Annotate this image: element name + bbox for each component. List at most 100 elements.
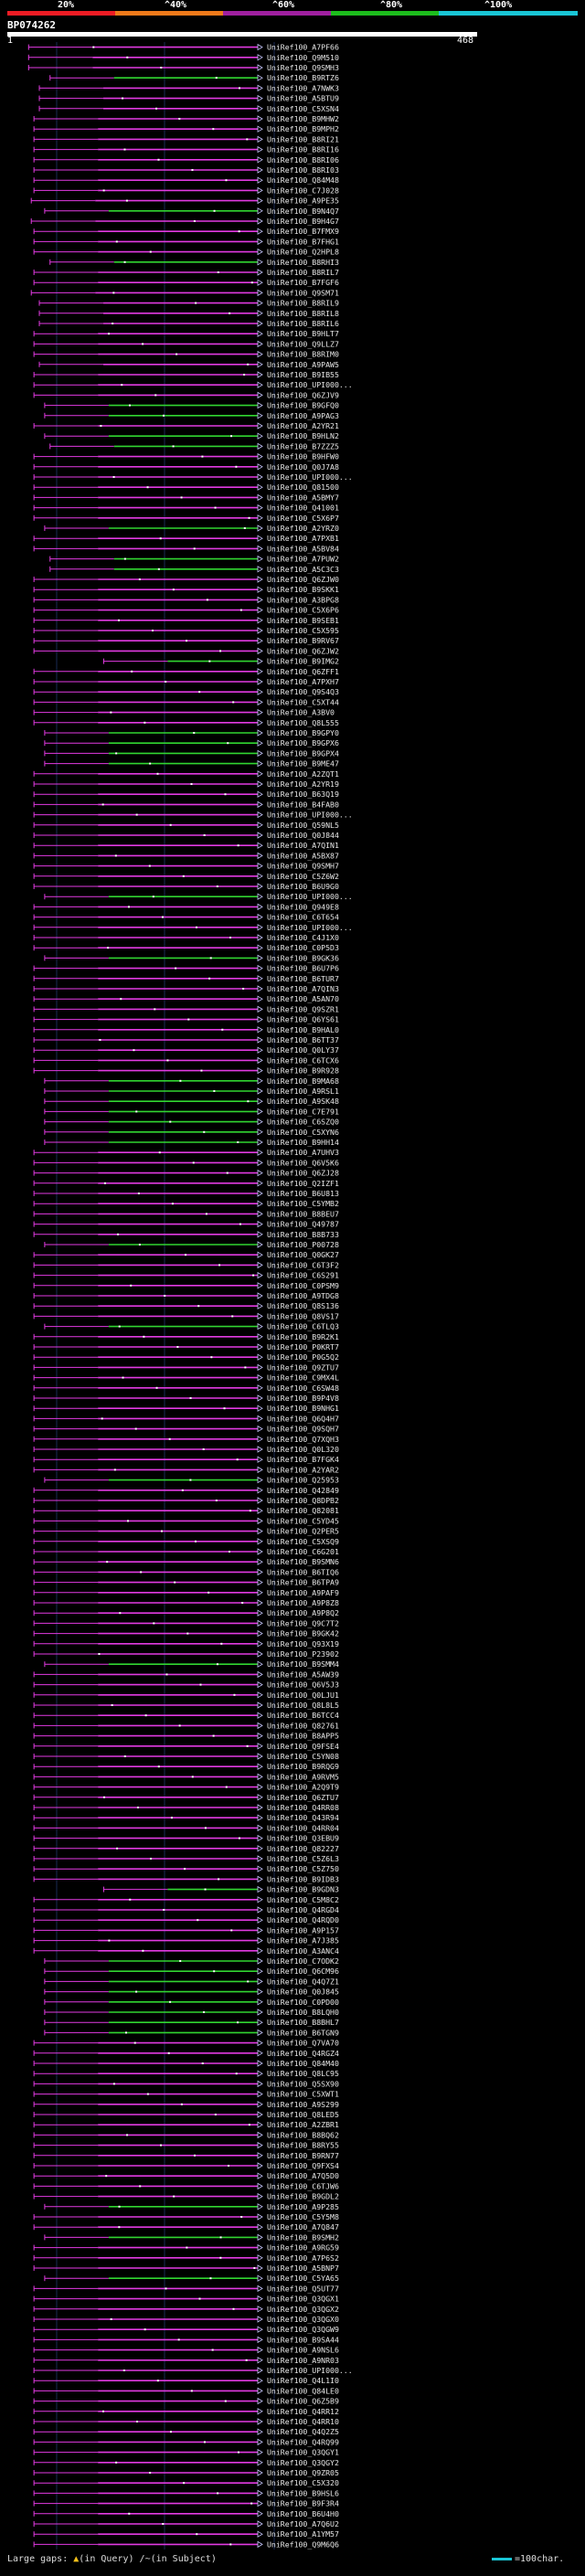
hit-label[interactable]: UniRef100_A9PAW5 <box>267 360 339 369</box>
hit-label[interactable]: UniRef100_B9NHG1 <box>267 1404 339 1413</box>
hit-label[interactable]: UniRef100_B6U9G0 <box>267 882 339 891</box>
hit-label[interactable]: UniRef100_Q9FXS4 <box>267 2161 339 2170</box>
hit-label[interactable]: UniRef100_C0PD00 <box>267 1998 339 2007</box>
hit-label[interactable]: UniRef100_A7J385 <box>267 1936 339 1945</box>
hit-label[interactable]: UniRef100_C5Z6W2 <box>267 872 339 881</box>
hit-label[interactable]: UniRef100_A5BTU9 <box>267 94 339 103</box>
hit-label[interactable]: UniRef100_C6TJW6 <box>267 2181 339 2190</box>
hit-label[interactable]: UniRef100_A1YM57 <box>267 2529 339 2539</box>
hit-label[interactable]: UniRef100_B9HLT7 <box>267 329 339 338</box>
hit-label[interactable]: UniRef100_B9IMG2 <box>267 657 339 666</box>
hit-label[interactable]: UniRef100_C5YD45 <box>267 1516 339 1525</box>
hit-label[interactable]: UniRef100_B8RIL9 <box>267 299 339 308</box>
hit-label[interactable]: UniRef100_Q8S136 <box>267 1301 339 1310</box>
hit-label[interactable]: UniRef100_C0PSM9 <box>267 1281 339 1290</box>
hit-label[interactable]: UniRef100_A3ANC4 <box>267 1946 339 1956</box>
hit-label[interactable]: UniRef100_Q41001 <box>267 504 339 513</box>
hit-label[interactable]: UniRef100_P0KRT7 <box>267 1342 339 1352</box>
hit-label[interactable]: UniRef100_C6TLQ3 <box>267 1322 339 1331</box>
hit-label[interactable]: UniRef100_Q3QGX2 <box>267 2305 339 2314</box>
hit-label[interactable]: UniRef100_B9GPX4 <box>267 748 339 758</box>
hit-label[interactable]: UniRef100_Q4RR12 <box>267 2407 339 2416</box>
hit-label[interactable]: UniRef100_A7PXH7 <box>267 677 339 686</box>
hit-label[interactable]: UniRef100_A7Q6U2 <box>267 2519 339 2528</box>
hit-label[interactable]: UniRef100_Q6YS61 <box>267 1015 339 1024</box>
hit-label[interactable]: UniRef100_C5YN08 <box>267 1752 339 1761</box>
hit-label[interactable]: UniRef100_A7UHV3 <box>267 1148 339 1157</box>
hit-label[interactable]: UniRef100_Q8LED5 <box>267 2110 339 2119</box>
hit-label[interactable]: UniRef100_Q84M40 <box>267 2059 339 2068</box>
hit-label[interactable]: UniRef100_B9ME47 <box>267 759 339 769</box>
hit-label[interactable]: UniRef100_B8RIM0 <box>267 350 339 359</box>
hit-label[interactable]: UniRef100_B9GDL2 <box>267 2192 339 2201</box>
hit-label[interactable]: UniRef100_Q81500 <box>267 482 339 492</box>
hit-label[interactable]: UniRef100_Q93X19 <box>267 1639 339 1648</box>
hit-label[interactable]: UniRef100_Q9C7T2 <box>267 1618 339 1627</box>
hit-label[interactable]: UniRef100_Q4RR08 <box>267 1803 339 1812</box>
hit-label[interactable]: UniRef100_A3BV0 <box>267 708 335 717</box>
hit-label[interactable]: UniRef100_A2YAR2 <box>267 1465 339 1474</box>
hit-label[interactable]: UniRef100_UPI000... <box>267 811 353 820</box>
hit-label[interactable]: UniRef100_C9MX4L <box>267 1373 339 1383</box>
hit-label[interactable]: UniRef100_B9IDB3 <box>267 1874 339 1883</box>
hit-label[interactable]: UniRef100_A5BMY7 <box>267 493 339 502</box>
hit-label[interactable]: UniRef100_P00728 <box>267 1240 339 1249</box>
hit-label[interactable]: UniRef100_Q82761 <box>267 1721 339 1730</box>
hit-label[interactable]: UniRef100_Q6ZJ28 <box>267 1169 339 1178</box>
hit-label[interactable]: UniRef100_B9GK42 <box>267 1629 339 1638</box>
hit-label[interactable]: UniRef100_Q2HPL8 <box>267 248 339 257</box>
hit-label[interactable]: UniRef100_C5Y5M8 <box>267 2212 339 2221</box>
hit-label[interactable]: UniRef100_A9NR03 <box>267 2356 339 2365</box>
hit-label[interactable]: UniRef100_B8RIL8 <box>267 309 339 318</box>
hit-label[interactable]: UniRef100_Q6CM96 <box>267 1966 339 1976</box>
hit-label[interactable]: UniRef100_B8BQ62 <box>267 2130 339 2139</box>
hit-label[interactable]: UniRef100_C5X6P7 <box>267 514 339 523</box>
hit-label[interactable]: UniRef100_B9SMN6 <box>267 1557 339 1566</box>
hit-label[interactable]: UniRef100_A9P157 <box>267 1925 339 1935</box>
hit-label[interactable]: UniRef100_B9R928 <box>267 1066 339 1076</box>
hit-label[interactable]: UniRef100_Q9SM71 <box>267 288 339 297</box>
hit-label[interactable]: UniRef100_B9HFW0 <box>267 452 339 461</box>
hit-label[interactable]: UniRef100_A9RSL1 <box>267 1087 339 1096</box>
hit-label[interactable]: UniRef100_UPI000... <box>267 472 353 482</box>
hit-label[interactable]: UniRef100_B8APP5 <box>267 1732 339 1741</box>
hit-label[interactable]: UniRef100_B6U4H0 <box>267 2509 339 2518</box>
hit-label[interactable]: UniRef100_B4FAB0 <box>267 800 339 809</box>
hit-label[interactable]: UniRef100_A2YR21 <box>267 421 339 430</box>
hit-label[interactable]: UniRef100_A2YRZ0 <box>267 524 339 533</box>
hit-label[interactable]: UniRef100_Q9SZR1 <box>267 1004 339 1013</box>
hit-label[interactable]: UniRef100_Q6ZTU7 <box>267 1793 339 1802</box>
hit-label[interactable]: UniRef100_Q82081 <box>267 1506 339 1515</box>
hit-label[interactable]: UniRef100_A9S299 <box>267 2100 339 2109</box>
hit-label[interactable]: UniRef100_B6TGN9 <box>267 2028 339 2037</box>
hit-label[interactable]: UniRef100_Q6Q4H7 <box>267 1414 339 1423</box>
hit-label[interactable]: UniRef100_Q6V5J3 <box>267 1680 339 1690</box>
hit-label[interactable]: UniRef100_C6G201 <box>267 1547 339 1556</box>
hit-label[interactable]: UniRef100_B9HH14 <box>267 1138 339 1147</box>
hit-label[interactable]: UniRef100_B9SEB1 <box>267 616 339 625</box>
hit-label[interactable]: UniRef100_B9SKK1 <box>267 585 339 594</box>
hit-label[interactable]: UniRef100_UPI000... <box>267 380 353 389</box>
hit-label[interactable]: UniRef100_A2ZQT1 <box>267 769 339 779</box>
hit-label[interactable]: UniRef100_P23902 <box>267 1649 339 1659</box>
hit-label[interactable]: UniRef100_Q6V5K6 <box>267 1158 339 1167</box>
hit-label[interactable]: UniRef100_B8RI16 <box>267 145 339 154</box>
hit-label[interactable]: UniRef100_B9MA68 <box>267 1076 339 1086</box>
hit-label[interactable]: UniRef100_Q3EBU9 <box>267 1834 339 1843</box>
hit-label[interactable]: UniRef100_B9MHW2 <box>267 114 339 123</box>
hit-label[interactable]: UniRef100_C5X320 <box>267 2478 339 2487</box>
hit-label[interactable]: UniRef100_B6U813 <box>267 1189 339 1198</box>
hit-label[interactable]: UniRef100_Q5UT77 <box>267 2284 339 2293</box>
hit-label[interactable]: UniRef100_Q9ZTU7 <box>267 1362 339 1372</box>
hit-label[interactable]: UniRef100_A5BNP7 <box>267 2263 339 2273</box>
hit-label[interactable]: UniRef100_Q0J844 <box>267 831 339 840</box>
hit-label[interactable]: UniRef100_Q2PER5 <box>267 1527 339 1536</box>
hit-label[interactable]: UniRef100_B8B733 <box>267 1230 339 1239</box>
hit-label[interactable]: UniRef100_C5XYN6 <box>267 1128 339 1137</box>
hit-label[interactable]: UniRef100_B9RQG9 <box>267 1762 339 1771</box>
hit-label[interactable]: UniRef100_B9R2K1 <box>267 1332 339 1341</box>
hit-label[interactable]: UniRef100_Q4Q2Z5 <box>267 2427 339 2436</box>
hit-label[interactable]: UniRef100_B8BEU7 <box>267 1209 339 1218</box>
hit-label[interactable]: UniRef100_A9P8Z8 <box>267 1598 339 1607</box>
hit-label[interactable]: UniRef100_B9RTZ6 <box>267 73 339 82</box>
